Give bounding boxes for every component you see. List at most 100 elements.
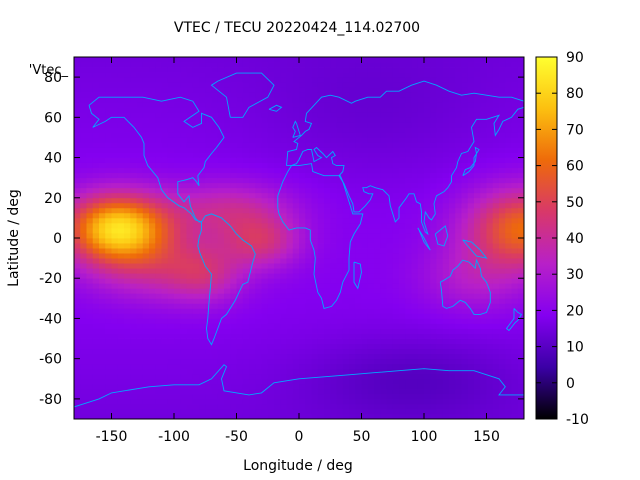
heatmap-cell (211, 288, 219, 294)
heatmap-cell (449, 127, 456, 133)
heatmap-cell (242, 308, 250, 314)
heatmap-cell (155, 117, 162, 123)
heatmap-cell (186, 72, 194, 78)
heatmap-cell (380, 353, 387, 360)
heatmap-cell (442, 62, 450, 68)
heatmap-cell (142, 97, 150, 103)
heatmap-cell (130, 398, 137, 405)
heatmap-cell (236, 62, 244, 68)
heatmap-cell (424, 172, 431, 179)
heatmap-cell (492, 157, 500, 163)
heatmap-cell (405, 157, 412, 163)
heatmap-cell (255, 142, 262, 148)
heatmap-cell (505, 408, 512, 415)
heatmap-cell (342, 408, 350, 415)
heatmap-cell (205, 393, 212, 400)
heatmap-cell (386, 403, 394, 410)
heatmap-cell (330, 102, 337, 108)
heatmap-cell (149, 147, 156, 153)
heatmap-cell (342, 348, 350, 355)
heatmap-cell (330, 248, 337, 254)
heatmap-cell (124, 72, 131, 78)
heatmap-cell (149, 358, 156, 365)
heatmap-cell (99, 112, 106, 118)
heatmap-cell (224, 232, 231, 239)
heatmap-cell (467, 67, 475, 73)
heatmap-cell (261, 232, 269, 239)
heatmap-cell (355, 298, 362, 304)
heatmap-cell (380, 87, 387, 93)
heatmap-cell (192, 283, 200, 289)
heatmap-cell (380, 142, 387, 148)
heatmap-cell (336, 298, 344, 304)
heatmap-cell (399, 388, 406, 395)
heatmap-cell (149, 182, 156, 189)
heatmap-cell (92, 217, 100, 224)
heatmap-cell (167, 182, 175, 189)
heatmap-cell (455, 77, 462, 83)
heatmap-cell (74, 232, 81, 239)
heatmap-cell (367, 388, 375, 395)
heatmap-cell (492, 293, 500, 299)
heatmap-cell (180, 333, 187, 339)
heatmap-cell (499, 323, 506, 329)
heatmap-cell (292, 413, 300, 420)
heatmap-cell (136, 142, 144, 148)
heatmap-cell (424, 268, 431, 274)
heatmap-cell (461, 127, 469, 133)
heatmap-cell (467, 152, 475, 158)
heatmap-cell (342, 127, 350, 133)
heatmap-cell (480, 338, 487, 344)
heatmap-cell (449, 253, 456, 259)
heatmap-cell (486, 388, 494, 395)
heatmap-cell (286, 87, 294, 93)
heatmap-cell (411, 137, 419, 143)
heatmap-cell (499, 368, 506, 375)
heatmap-cell (417, 343, 425, 350)
heatmap-cell (149, 137, 156, 143)
heatmap-cell (474, 127, 481, 133)
heatmap-cell (399, 403, 406, 410)
heatmap-cell (436, 278, 444, 284)
heatmap-cell (99, 413, 106, 420)
heatmap-cell (486, 298, 494, 304)
heatmap-cell (311, 268, 319, 274)
heatmap-cell (261, 278, 269, 284)
heatmap-cell (117, 142, 125, 148)
heatmap-cell (124, 338, 131, 344)
heatmap-cell (424, 263, 431, 269)
heatmap-cell (92, 363, 100, 370)
heatmap-cell (99, 57, 106, 63)
heatmap-cell (292, 227, 300, 234)
heatmap-cell (74, 293, 81, 299)
heatmap-cell (374, 112, 381, 118)
heatmap-cell (411, 343, 419, 350)
heatmap-cell (186, 217, 194, 224)
heatmap-cell (174, 102, 181, 108)
heatmap-cell (455, 253, 462, 259)
heatmap-cell (417, 57, 425, 63)
heatmap-cell (386, 192, 394, 199)
heatmap-cell (386, 293, 394, 299)
heatmap-cell (111, 288, 119, 294)
heatmap-cell (155, 147, 162, 153)
heatmap-cell (305, 398, 312, 405)
heatmap-cell (286, 328, 294, 334)
heatmap-cell (74, 253, 81, 259)
heatmap-cell (74, 142, 81, 148)
heatmap-cell (167, 112, 175, 118)
heatmap-cell (349, 378, 356, 385)
heatmap-cell (92, 283, 100, 289)
heatmap-cell (367, 368, 375, 375)
heatmap-cell (186, 62, 194, 68)
heatmap-cell (330, 333, 337, 339)
heatmap-cell (224, 248, 231, 254)
heatmap-cell (161, 318, 169, 324)
heatmap-cell (361, 373, 369, 380)
heatmap-cell (280, 57, 287, 63)
heatmap-cell (467, 338, 475, 344)
heatmap-cell (405, 212, 412, 219)
heatmap-cell (386, 378, 394, 385)
heatmap-cell (205, 122, 212, 128)
heatmap-cell (499, 92, 506, 98)
